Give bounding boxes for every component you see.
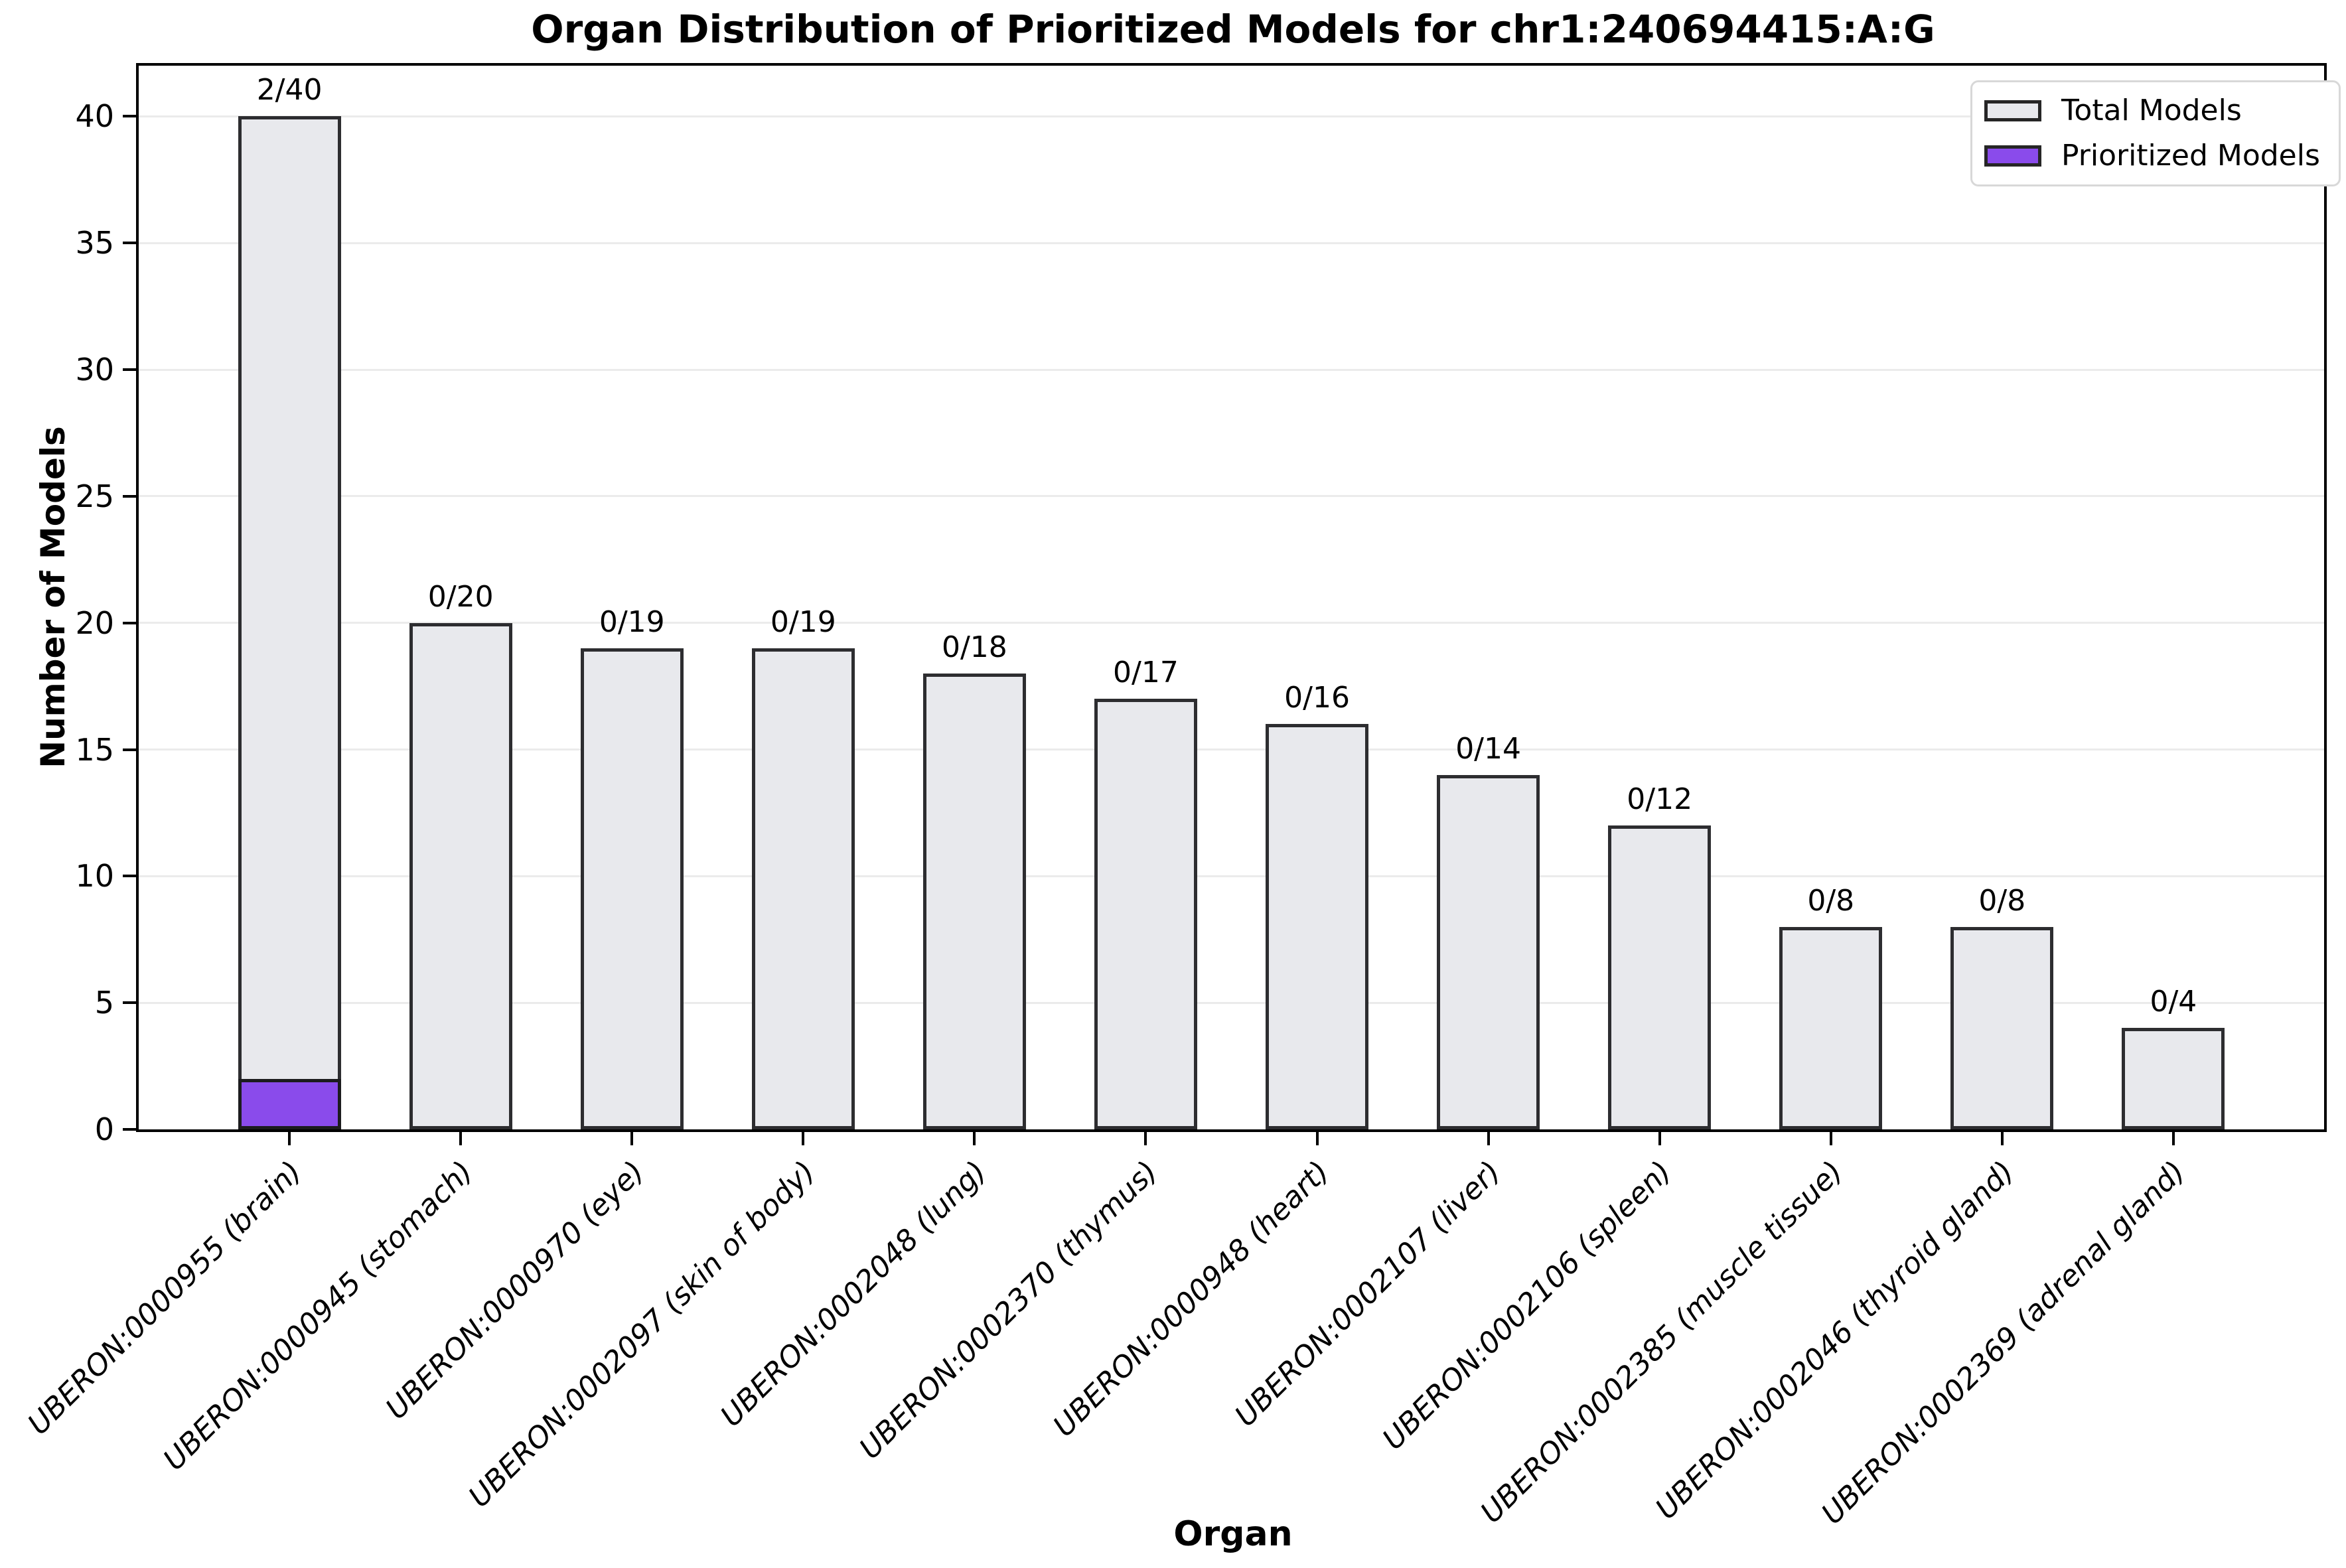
- x-axis-label: Organ: [1173, 1514, 1293, 1554]
- bar-total-9: [1608, 825, 1712, 1129]
- x-tick: [2171, 1132, 2175, 1145]
- y-tick: [123, 494, 136, 498]
- bar-value-label: 0/12: [1627, 782, 1693, 816]
- bar-total-7: [1266, 724, 1368, 1129]
- y-tick: [123, 875, 136, 878]
- x-tick: [1487, 1132, 1490, 1145]
- gridline-y-40: [139, 115, 2324, 117]
- y-tick-label: 40: [75, 98, 114, 135]
- y-tick: [123, 748, 136, 751]
- gridline-y-35: [139, 242, 2324, 244]
- x-tick-label: UBERON:0002369 (adrenal gland): [1815, 1155, 2192, 1532]
- y-tick-label: 5: [94, 985, 114, 1021]
- gridline-y-25: [139, 495, 2324, 498]
- bar-total-5: [922, 674, 1026, 1129]
- legend-label-prioritized-models: Prioritized Models: [2061, 139, 2320, 173]
- bar-total-11: [1950, 926, 2054, 1129]
- y-tick-label: 10: [75, 858, 114, 894]
- gridline-y-30: [139, 368, 2324, 371]
- gridline-y-10: [139, 875, 2324, 877]
- x-tick: [1829, 1132, 1832, 1145]
- chart-title: Organ Distribution of Prioritized Models…: [531, 7, 1935, 52]
- x-tick-label: UBERON:0002106 (spleen): [1376, 1155, 1678, 1457]
- legend: Total Models Prioritized Models: [1970, 80, 2341, 186]
- y-tick-label: 0: [94, 1111, 114, 1147]
- gridline-y-5: [139, 1001, 2324, 1004]
- y-tick-label: 20: [75, 605, 114, 641]
- y-tick: [123, 242, 136, 245]
- bar-value-label: 0/19: [599, 605, 665, 639]
- x-tick: [630, 1132, 634, 1145]
- x-tick: [288, 1132, 291, 1145]
- legend-swatch-total-models: [1984, 100, 2041, 121]
- x-tick-label: UBERON:0000955 (brain): [21, 1155, 309, 1442]
- bar-value-label: 0/4: [2150, 985, 2197, 1019]
- x-tick: [1658, 1132, 1661, 1145]
- x-tick-label: UBERON:0002046 (thyroid gland): [1649, 1155, 2021, 1526]
- bar-total-12: [2122, 1028, 2225, 1129]
- x-tick-label: UBERON:0002097 (skin of body): [462, 1155, 822, 1514]
- x-tick: [973, 1132, 976, 1145]
- y-tick: [123, 115, 136, 118]
- y-tick-label: 15: [75, 731, 114, 768]
- bar-value-label: 0/17: [1113, 656, 1179, 690]
- bar-value-label: 2/40: [256, 73, 323, 107]
- bar-total-10: [1779, 926, 1883, 1129]
- y-tick: [123, 1001, 136, 1005]
- legend-entry-total: Total Models: [1984, 93, 2320, 129]
- bar-value-label: 0/20: [427, 579, 494, 614]
- bar-total-2: [409, 622, 512, 1129]
- x-tick: [802, 1132, 805, 1145]
- y-tick: [123, 621, 136, 624]
- gridline-y-15: [139, 748, 2324, 750]
- x-tick-label: UBERON:0002385 (muscle tissue): [1474, 1155, 1850, 1530]
- x-tick-label: UBERON:0000948 (heart): [1047, 1155, 1336, 1444]
- bar-prioritized-1: [238, 1078, 341, 1129]
- bar-value-label: 0/16: [1284, 681, 1350, 715]
- y-tick-label: 25: [75, 478, 114, 514]
- gridline-y-20: [139, 622, 2324, 624]
- x-tick: [459, 1132, 463, 1145]
- bar-total-6: [1094, 699, 1197, 1129]
- bar-total-4: [751, 648, 855, 1129]
- legend-swatch-prioritized-models: [1984, 145, 2041, 167]
- y-tick: [123, 1128, 136, 1131]
- bar-value-label: 0/19: [770, 605, 836, 639]
- y-tick-label: 35: [75, 225, 114, 261]
- x-tick: [1144, 1132, 1147, 1145]
- legend-label-total-models: Total Models: [2061, 94, 2242, 127]
- bar-value-label: 0/8: [1978, 883, 2026, 918]
- bar-value-label: 0/18: [941, 630, 1007, 664]
- x-tick-label: UBERON:0002370 (thymus): [853, 1155, 1165, 1466]
- y-tick-label: 30: [75, 352, 114, 388]
- y-tick: [123, 368, 136, 371]
- legend-entry-prioritized: Prioritized Models: [1984, 138, 2320, 174]
- x-tick-label: UBERON:0000945 (stomach): [157, 1155, 480, 1478]
- bar-value-label: 0/14: [1455, 731, 1521, 766]
- x-tick: [1315, 1132, 1319, 1145]
- bar-total-3: [580, 648, 684, 1129]
- bar-value-label: 0/8: [1807, 883, 1855, 918]
- plot-area: 2/40 0/20 0/19 0/19 0/18 0/17 0/16 0/14 0/12 0/8 0…: [136, 63, 2327, 1132]
- bar-total-8: [1437, 774, 1540, 1129]
- x-tick: [2000, 1132, 2004, 1145]
- bar-total-1: [238, 116, 341, 1129]
